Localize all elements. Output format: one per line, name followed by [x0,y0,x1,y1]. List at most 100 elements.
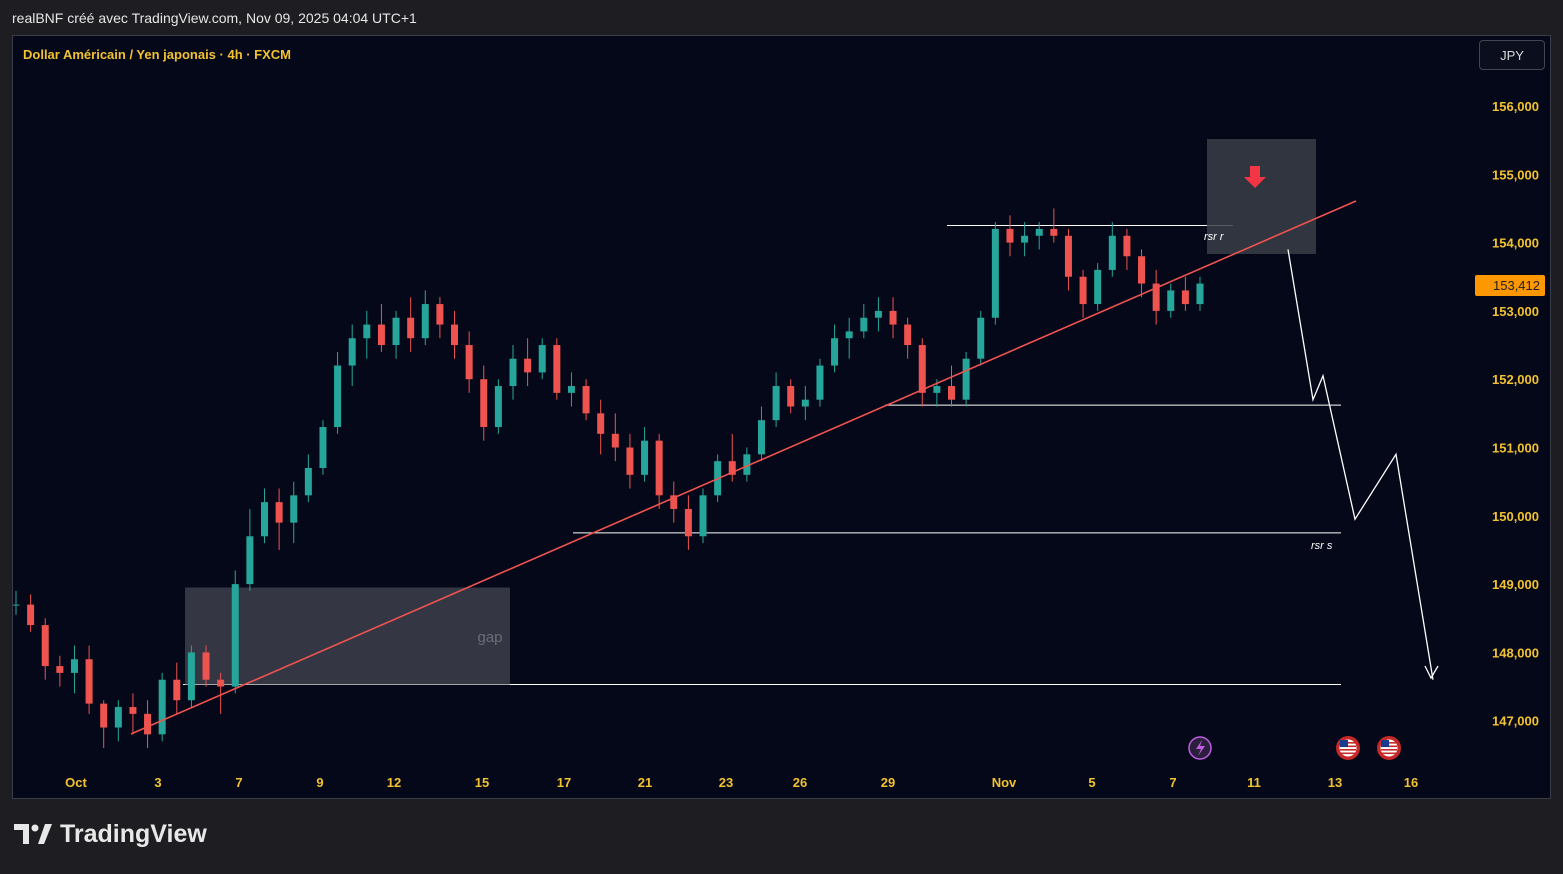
chart-attribution: realBNF créé avec TradingView.com, Nov 0… [12,10,417,26]
y-tick-label: 149,000 [1492,577,1539,592]
y-tick-label: 154,000 [1492,236,1539,251]
x-tick-label: 11 [1247,775,1261,790]
candle-body [626,447,634,475]
x-tick-label: 5 [1088,775,1095,790]
x-tick-label: 21 [638,775,652,790]
candle-body [275,502,283,523]
tradingview-logo-icon [14,823,52,844]
candle-body [85,659,93,704]
y-tick-label: 156,000 [1492,99,1539,114]
candle-body [451,324,459,346]
candle-body [918,345,926,393]
candle-body [772,386,780,421]
candle-body [246,536,254,585]
candle-body [670,495,678,509]
candle-body [290,495,298,523]
candle-body [699,495,707,537]
x-tick-label: 9 [316,775,323,790]
candle-body [816,365,824,400]
candle-body [801,399,809,407]
candle-body [1123,235,1131,257]
gap-zone [185,587,510,685]
candle-body [538,345,546,373]
candle-body [421,304,429,339]
x-tick-label: 16 [1404,775,1418,790]
y-tick-label: 147,000 [1492,714,1539,729]
candle-body [13,604,20,606]
x-tick-label: 7 [235,775,242,790]
candle-body [334,365,342,428]
projection-arrowhead-icon [1424,665,1439,680]
candle-body [743,454,751,475]
lightning-icon [1196,740,1205,756]
candle-body [158,679,166,735]
current-price-tag [1475,275,1545,296]
x-tick-label: 3 [154,775,161,790]
candle-body [114,707,122,728]
candle-body [27,604,35,626]
candle-body [845,331,853,339]
candle-body [889,310,897,325]
candle-body [977,317,985,359]
candle-body [509,358,517,387]
candle-body [1064,235,1072,277]
candle-body [392,317,400,346]
x-tick-label: 15 [475,775,489,790]
candle-body [1094,269,1102,305]
candle-body [787,386,795,407]
candle-body [1138,256,1146,284]
currency-selector[interactable]: JPY [1479,40,1545,70]
candle-body [100,703,108,728]
candle-body [1181,290,1189,305]
current-price-label: 153,412 [1493,278,1540,293]
candle-body [948,386,956,400]
candle-body [129,707,137,714]
candle-body [377,324,385,346]
symbol-title: Dollar Américain / Yen japonais · 4h · F… [23,47,292,62]
candle-body [348,338,356,366]
candle-body [874,310,882,318]
candle-body [831,338,839,366]
candle-body [407,317,415,339]
candle-body [641,440,649,475]
candle-body [597,413,605,434]
us-flag-stripe-icon [1340,749,1356,751]
candle-body [173,679,181,701]
candle-body [684,508,692,537]
price-chart[interactable]: gap rsr r rsr s 147,000 148,000 149,000 150,00… [13,36,1550,798]
tradingview-brand: TradingView [14,820,207,849]
candle-body [655,440,663,496]
candle-body [933,386,941,393]
x-tick-label: 29 [881,775,895,790]
x-tick-label: Nov [992,775,1017,790]
x-tick-label: 23 [719,775,733,790]
candle-body [567,386,575,393]
candle-body [231,584,239,687]
candle-body [187,652,195,701]
sell-arrow-icon [1244,166,1266,188]
candle-body [1167,290,1175,311]
candle-body [202,652,210,680]
support-label: rsr s [1311,540,1333,552]
candle-body [757,420,765,455]
y-tick-label: 155,000 [1492,167,1539,182]
candle-body [1050,228,1058,236]
chart-panel[interactable]: gap rsr r rsr s 147,000 148,000 149,000 150,00… [12,35,1551,799]
candle-body [436,304,444,325]
resistance-label: rsr r [1204,231,1225,243]
candle-body [991,228,999,318]
us-flag-stripe-icon [1381,749,1397,751]
candle-body [553,345,561,393]
candle-body [1035,228,1043,236]
x-tick-label: 17 [557,775,571,790]
candle-body [1006,228,1014,243]
candle-body [1021,235,1029,243]
us-flag-stripe-icon [1381,752,1397,755]
y-tick-label: 151,000 [1492,441,1539,456]
candle-body [56,666,64,673]
candle-body [494,386,502,428]
y-tick-label: 150,000 [1492,509,1539,524]
candle-body [611,433,619,448]
candle-body [363,324,371,339]
candle-body [904,324,912,346]
